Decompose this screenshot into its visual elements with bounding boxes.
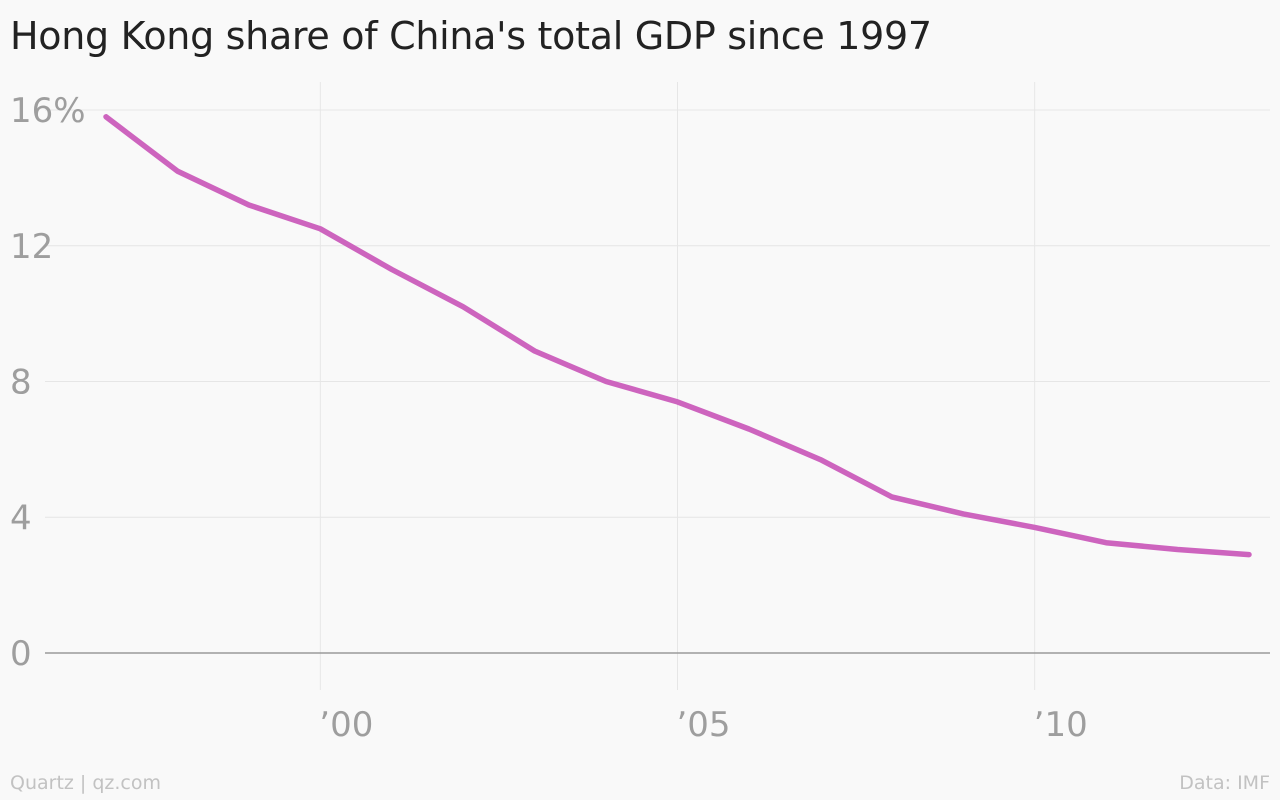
x-tick-label: ’10 xyxy=(1034,705,1088,745)
x-tick-label: ’05 xyxy=(676,705,730,745)
y-tick-label: 8 xyxy=(10,363,32,403)
x-tick-label: ’00 xyxy=(319,705,373,745)
source-text: Data: IMF xyxy=(1179,772,1270,794)
series-line xyxy=(103,114,1252,558)
grid-layer xyxy=(45,82,1270,690)
chart-title: Hong Kong share of China's total GDP sin… xyxy=(10,14,932,58)
y-tick-label: 4 xyxy=(10,498,32,538)
y-tick-label: 12 xyxy=(10,227,53,267)
y-tick-label: 0 xyxy=(10,634,32,674)
axis-layer: 16% 12 8 4 0 ’00 ’05 ’10 xyxy=(10,91,1270,745)
credit-text: Quartz | qz.com xyxy=(10,772,162,794)
y-tick-label: 16% xyxy=(10,91,86,131)
series-layer xyxy=(103,114,1252,558)
